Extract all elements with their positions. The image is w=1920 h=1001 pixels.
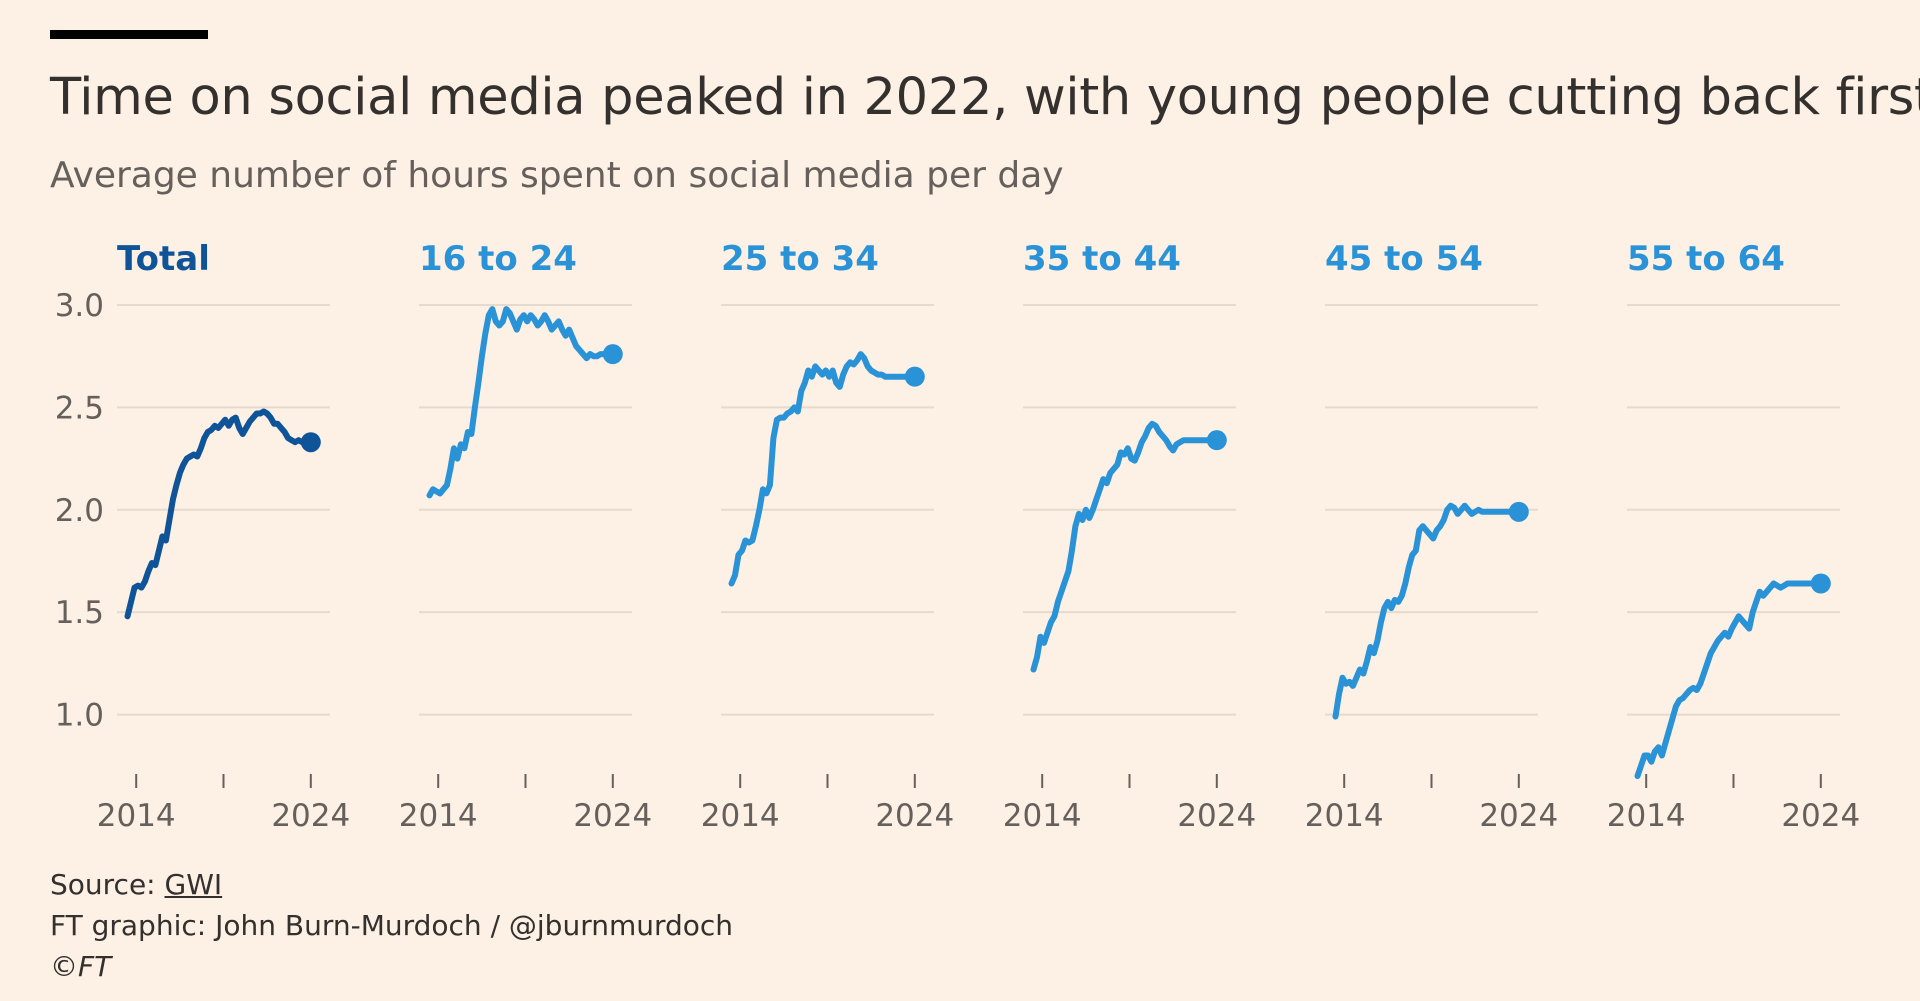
series-line <box>1634 580 1824 779</box>
series-line <box>1030 420 1220 673</box>
source-prefix: Source: <box>50 868 165 901</box>
x-tick-label: 2014 <box>1607 798 1686 834</box>
x-tick-label: 2024 <box>573 798 652 834</box>
ft-top-bar <box>50 30 208 39</box>
panel-title: 55 to 64 <box>1627 239 1785 279</box>
panel-title: 35 to 44 <box>1023 239 1181 279</box>
x-tick-label: 2024 <box>1177 798 1256 834</box>
chart-title: Time on social media peaked in 2022, wit… <box>50 68 1920 127</box>
x-tick-label: 2024 <box>1781 798 1860 834</box>
y-tick-label: 3.0 <box>55 288 104 324</box>
x-tick-label: 2014 <box>1003 798 1082 834</box>
x-tick-label: 2014 <box>399 798 478 834</box>
x-tick-label: 2014 <box>97 798 176 834</box>
x-tick-label: 2024 <box>1479 798 1558 834</box>
y-tick-label: 2.5 <box>55 390 104 426</box>
x-tick-label: 2014 <box>1305 798 1384 834</box>
series-line <box>124 408 314 620</box>
panel-title: 45 to 54 <box>1325 239 1483 279</box>
y-tick-label: 1.0 <box>55 698 104 734</box>
series-end-point <box>1810 573 1831 594</box>
series-end-point <box>602 344 623 365</box>
source-line: Source: GWI <box>50 868 222 901</box>
source-link[interactable]: GWI <box>164 868 223 901</box>
x-tick-label: 2024 <box>271 798 350 834</box>
credit-line: FT graphic: John Burn-Murdoch / @jburnmu… <box>50 909 734 942</box>
series-end-point <box>300 432 321 453</box>
panel-title: 16 to 24 <box>419 239 577 279</box>
series-end-point <box>1206 430 1227 451</box>
x-tick-label: 2014 <box>701 798 780 834</box>
y-tick-label: 2.0 <box>55 493 104 529</box>
series-line <box>1332 502 1522 720</box>
x-tick-label: 2024 <box>875 798 954 834</box>
series-line <box>426 306 616 499</box>
series-line <box>728 351 918 587</box>
y-tick-label: 1.5 <box>55 595 104 631</box>
panel-title: 25 to 34 <box>721 239 879 279</box>
series-end-point <box>904 366 925 387</box>
copyright: ©FT <box>50 950 112 983</box>
series-end-point <box>1508 501 1529 522</box>
chart-subtitle: Average number of hours spent on social … <box>50 155 1064 196</box>
small-multiples-chart: 1.0 1.5 2.0 2.5 3.0 Total 2014 2024 16 to 24 2014… <box>55 239 1861 834</box>
panel-title: Total <box>117 239 210 279</box>
